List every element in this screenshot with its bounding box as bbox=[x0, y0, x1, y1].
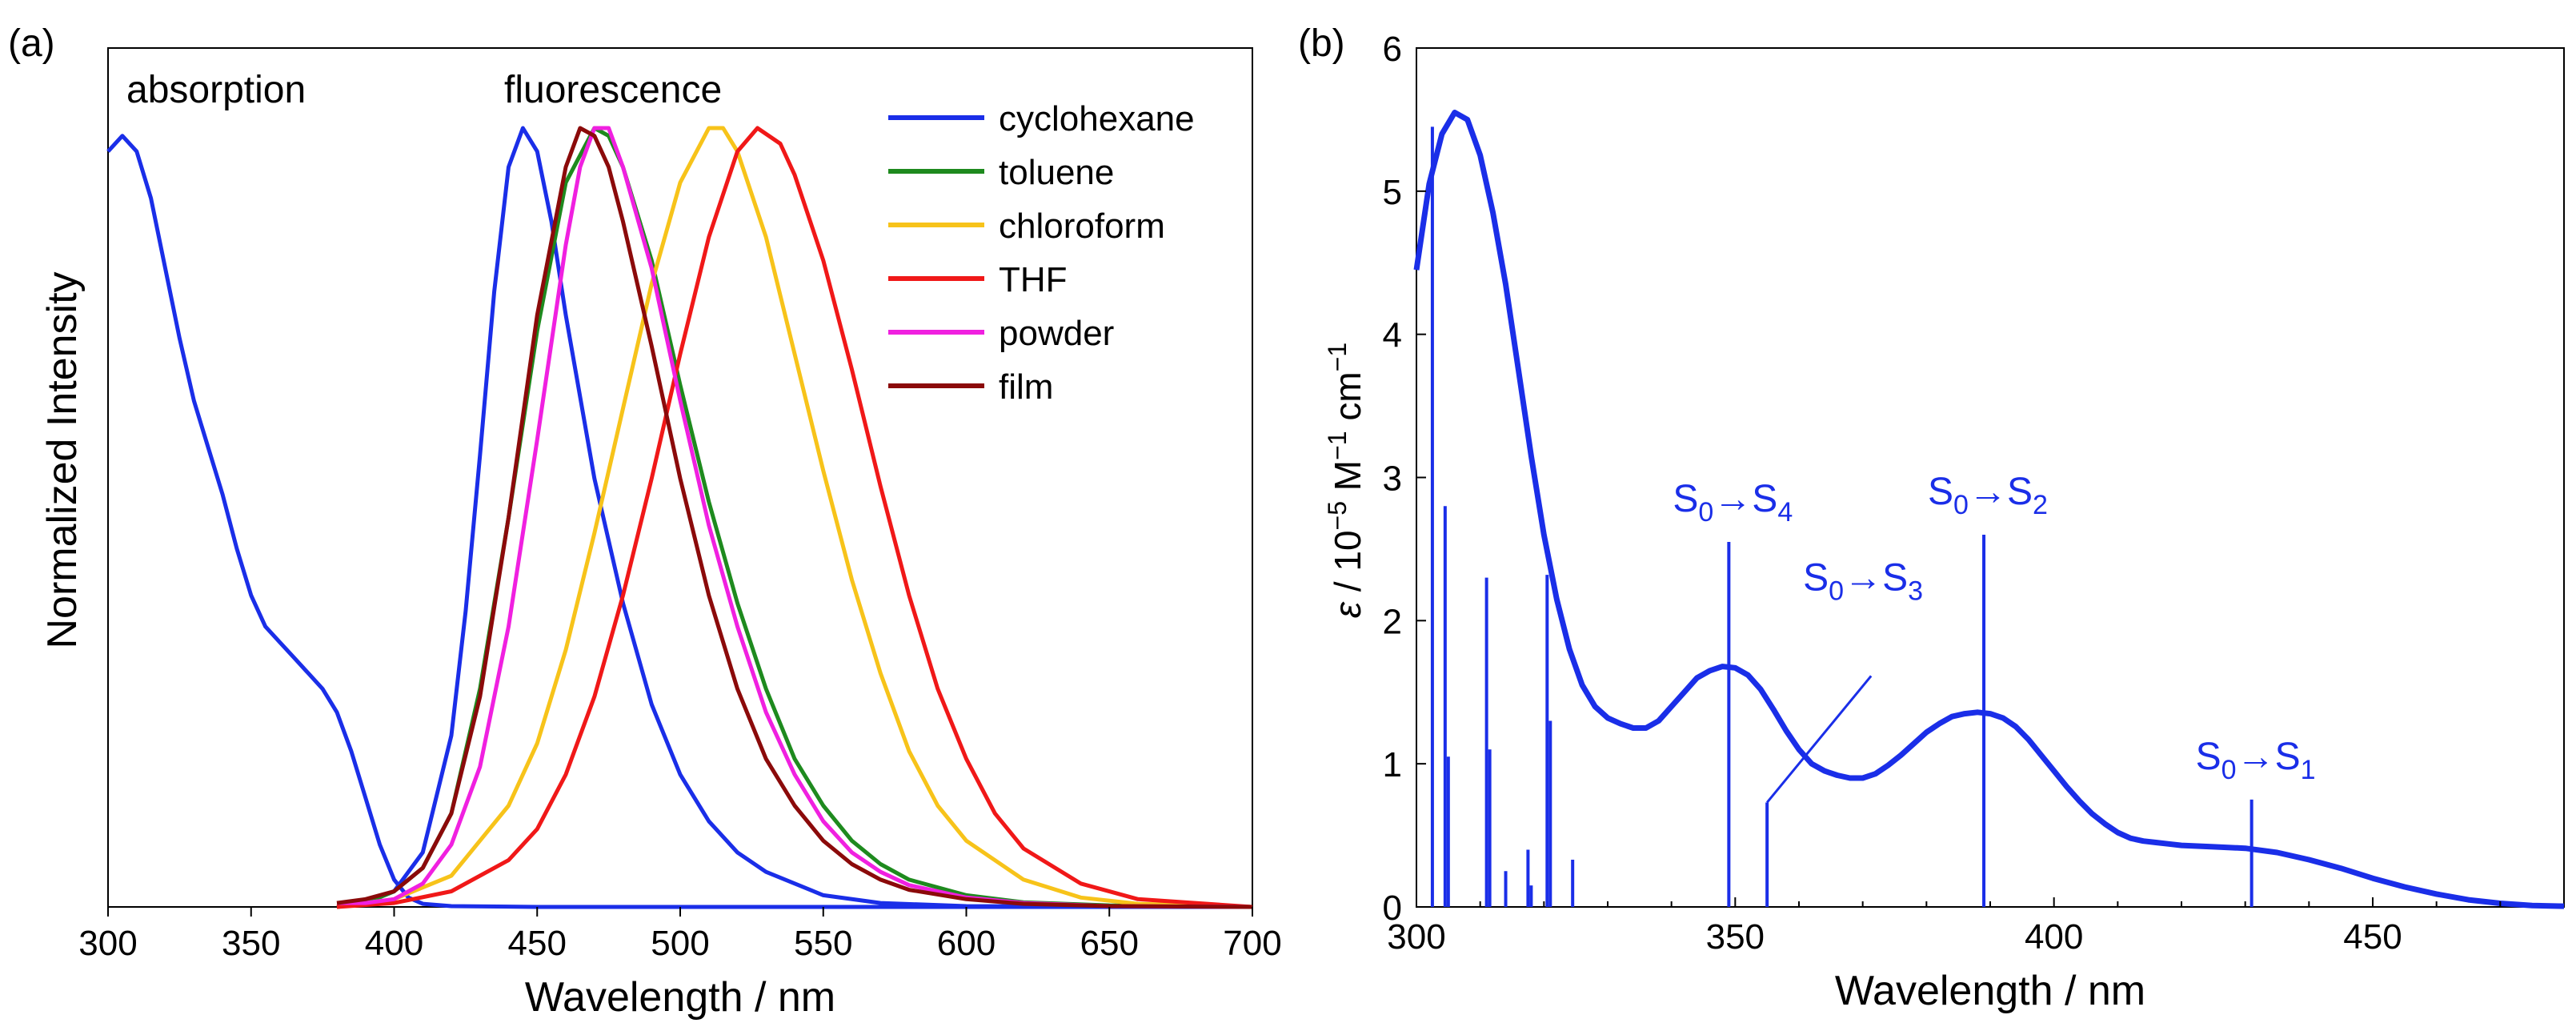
panel-a-x-tick-label: 300 bbox=[78, 924, 137, 963]
panel-a-x-tick-label: 500 bbox=[651, 924, 709, 963]
y-label-ten: / 10 bbox=[1327, 530, 1368, 602]
panel-a-x-axis-label: Wavelength / nm bbox=[525, 974, 835, 1021]
panel-a-annotation-absorption: absorption bbox=[126, 69, 306, 111]
panel-b-y-tick-label: 1 bbox=[1383, 745, 1402, 784]
panel-b-x-tick-label: 400 bbox=[2025, 917, 2083, 957]
transition-label-S3: S0→S3 bbox=[1803, 556, 1923, 606]
panel-b-experimental-spectrum bbox=[1413, 110, 2565, 909]
transition-leader-line bbox=[1766, 675, 1873, 804]
panel-a-series-powder bbox=[337, 126, 1253, 909]
y-label-m: M bbox=[1327, 460, 1368, 501]
panel-b-label: (b) bbox=[1298, 22, 1345, 65]
panel-a-x-tick-label: 400 bbox=[365, 924, 423, 963]
panel-a-label: (a) bbox=[8, 22, 55, 65]
panel-b-y-tick-label: 5 bbox=[1383, 173, 1402, 212]
y-label-cm: cm bbox=[1327, 371, 1368, 431]
panel-a-annotation-fluorescence: fluorescence bbox=[504, 69, 722, 111]
y-label-exp2: −1 bbox=[1323, 431, 1352, 459]
panel-b-y-tick-label: 4 bbox=[1383, 316, 1402, 355]
legend-label-chloroform: chloroform bbox=[999, 207, 1165, 246]
legend-label-cyclohexane: cyclohexane bbox=[999, 99, 1195, 138]
panel-a-x-ticks: 300 350 400 450 500 550 600 650 700 bbox=[78, 907, 1282, 963]
panel-b-x-ticks: 300 350 400 450 bbox=[1387, 897, 2502, 957]
panel-a-curves bbox=[106, 126, 1253, 909]
panel-a-x-tick-label: 650 bbox=[1080, 924, 1139, 963]
panel-a-series-cyclohexane-absorption bbox=[106, 134, 1252, 909]
panel-a-series-cyclohexane bbox=[336, 126, 1253, 909]
panel-a-legend: cyclohexane toluene chloroform THF powder fil… bbox=[888, 99, 1195, 407]
panel-a-x-tick-label: 350 bbox=[222, 924, 280, 963]
panel-a-y-axis-label: Normalized Intensity bbox=[39, 271, 86, 648]
panel-a-x-tick-label: 600 bbox=[937, 924, 996, 963]
panel-b-y-tick-label: 0 bbox=[1383, 889, 1402, 928]
panel-b-x-tick-label: 300 bbox=[1387, 917, 1445, 957]
panel-a-absorption-fluorescence-chart: (a) 300 350 400 450 500 550 600 650 700 absorpti… bbox=[8, 22, 1282, 1021]
panel-b-y-tick-label: 6 bbox=[1383, 30, 1402, 69]
panel-a-series-film bbox=[336, 126, 1253, 909]
panel-b-y-tick-label: 2 bbox=[1383, 602, 1402, 641]
legend-label-thf: THF bbox=[999, 260, 1068, 299]
panel-a-x-tick-label: 700 bbox=[1223, 924, 1281, 963]
y-label-exp3: −1 bbox=[1323, 343, 1352, 371]
legend-label-toluene: toluene bbox=[999, 153, 1114, 192]
panel-b-curves bbox=[1413, 110, 2565, 909]
panel-b-x-tick-label: 450 bbox=[2343, 917, 2402, 957]
panel-a-x-tick-label: 450 bbox=[508, 924, 567, 963]
panel-b-y-ticks: 0 1 2 3 4 5 6 bbox=[1383, 30, 1426, 928]
y-label-exp1: −5 bbox=[1323, 501, 1352, 530]
panel-b-y-axis-label: ε / 10−5 M−1 cm−1 bbox=[1323, 343, 1368, 618]
panel-a-x-tick-label: 550 bbox=[794, 924, 852, 963]
legend-label-powder: powder bbox=[999, 314, 1114, 353]
transition-label-S4: S0→S4 bbox=[1673, 478, 1793, 528]
y-label-epsilon: ε bbox=[1327, 601, 1368, 618]
panel-b-absorption-chart: (b) 300 350 400 450 0 1 2 3 4 5 6 S0→S4S0→S3S0→S2… bbox=[1298, 22, 2565, 1014]
panel-a-series-thf bbox=[336, 126, 1253, 909]
panel-b-x-tick-label: 350 bbox=[1706, 917, 1765, 957]
panel-b-transition-sticks bbox=[1430, 126, 2253, 907]
transition-label-S1: S0→S1 bbox=[2196, 736, 2316, 785]
legend-label-film: film bbox=[999, 367, 1053, 407]
transition-label-S2: S0→S2 bbox=[1928, 471, 2048, 520]
panel-b-y-tick-label: 3 bbox=[1383, 459, 1402, 499]
panel-b-x-axis-label: Wavelength / nm bbox=[1835, 968, 2145, 1014]
